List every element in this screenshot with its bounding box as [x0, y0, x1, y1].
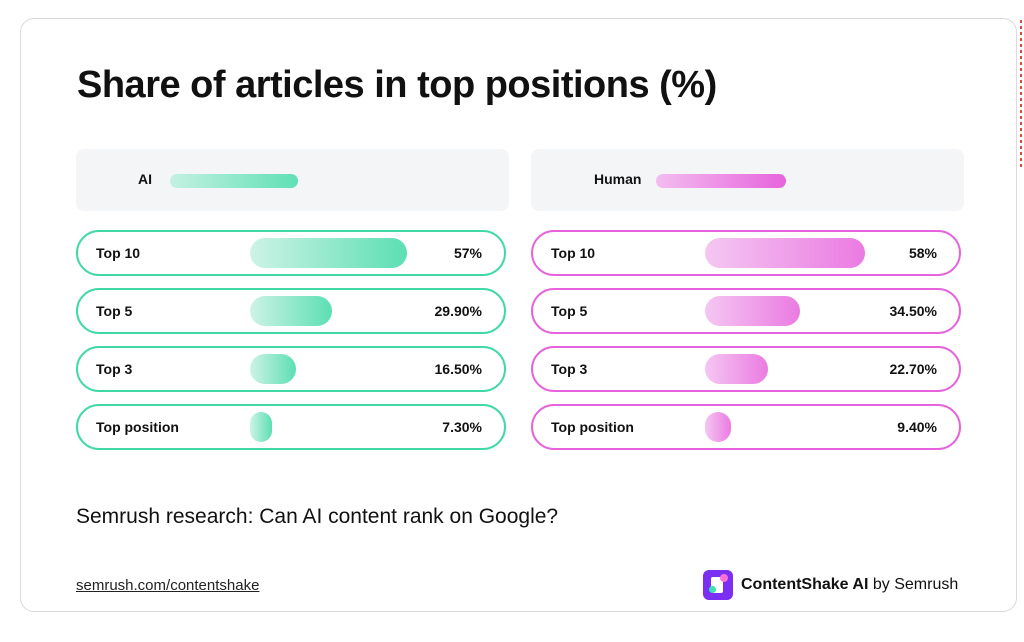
ai-row: Top position 7.30% [76, 404, 506, 450]
brand-name: ContentShake AI [741, 576, 869, 593]
legend-human: Human [531, 149, 964, 211]
dashed-marker [1020, 20, 1022, 170]
bar [705, 354, 768, 384]
bar [705, 238, 865, 268]
value-label: 7.30% [442, 419, 482, 435]
brand-logo: ContentShake AI by Semrush [703, 570, 958, 600]
bar [250, 238, 407, 268]
category-label: Top 10 [96, 245, 141, 261]
value-label: 29.90% [434, 303, 482, 319]
footer-link[interactable]: semrush.com/contentshake [76, 577, 260, 594]
chart-title: Share of articles in top positions (%) [77, 64, 717, 106]
category-label: Top position [96, 419, 179, 435]
category-label: Top 3 [551, 361, 588, 377]
value-label: 9.40% [897, 419, 937, 435]
ai-row: Top 5 29.90% [76, 288, 506, 334]
research-subtitle: Semrush research: Can AI content rank on… [76, 505, 559, 528]
ai-row: Top 3 16.50% [76, 346, 506, 392]
value-label: 34.50% [889, 303, 937, 319]
category-label: Top 3 [96, 361, 133, 377]
contentshake-icon [703, 570, 733, 600]
category-label: Top position [551, 419, 634, 435]
category-label: Top 5 [551, 303, 588, 319]
category-label: Top 10 [551, 245, 596, 261]
value-label: 57% [453, 245, 482, 261]
bar [250, 296, 332, 326]
legend-ai-label: AI [138, 171, 152, 187]
legend-human-label: Human [594, 171, 642, 187]
human-row: Top 5 34.50% [531, 288, 961, 334]
human-row: Top 10 58% [531, 230, 961, 276]
bar [705, 412, 731, 442]
ai-row: Top 10 57% [76, 230, 506, 276]
legend-human-swatch [656, 174, 786, 188]
value-label: 58% [908, 245, 937, 261]
legend-ai-swatch [170, 174, 298, 188]
value-label: 22.70% [889, 361, 937, 377]
bar [250, 412, 272, 442]
human-row: Top position 9.40% [531, 404, 961, 450]
bar [705, 296, 800, 326]
category-label: Top 5 [96, 303, 133, 319]
brand-by: by Semrush [868, 576, 959, 593]
bar [250, 354, 296, 384]
human-row: Top 3 22.70% [531, 346, 961, 392]
value-label: 16.50% [434, 361, 482, 377]
